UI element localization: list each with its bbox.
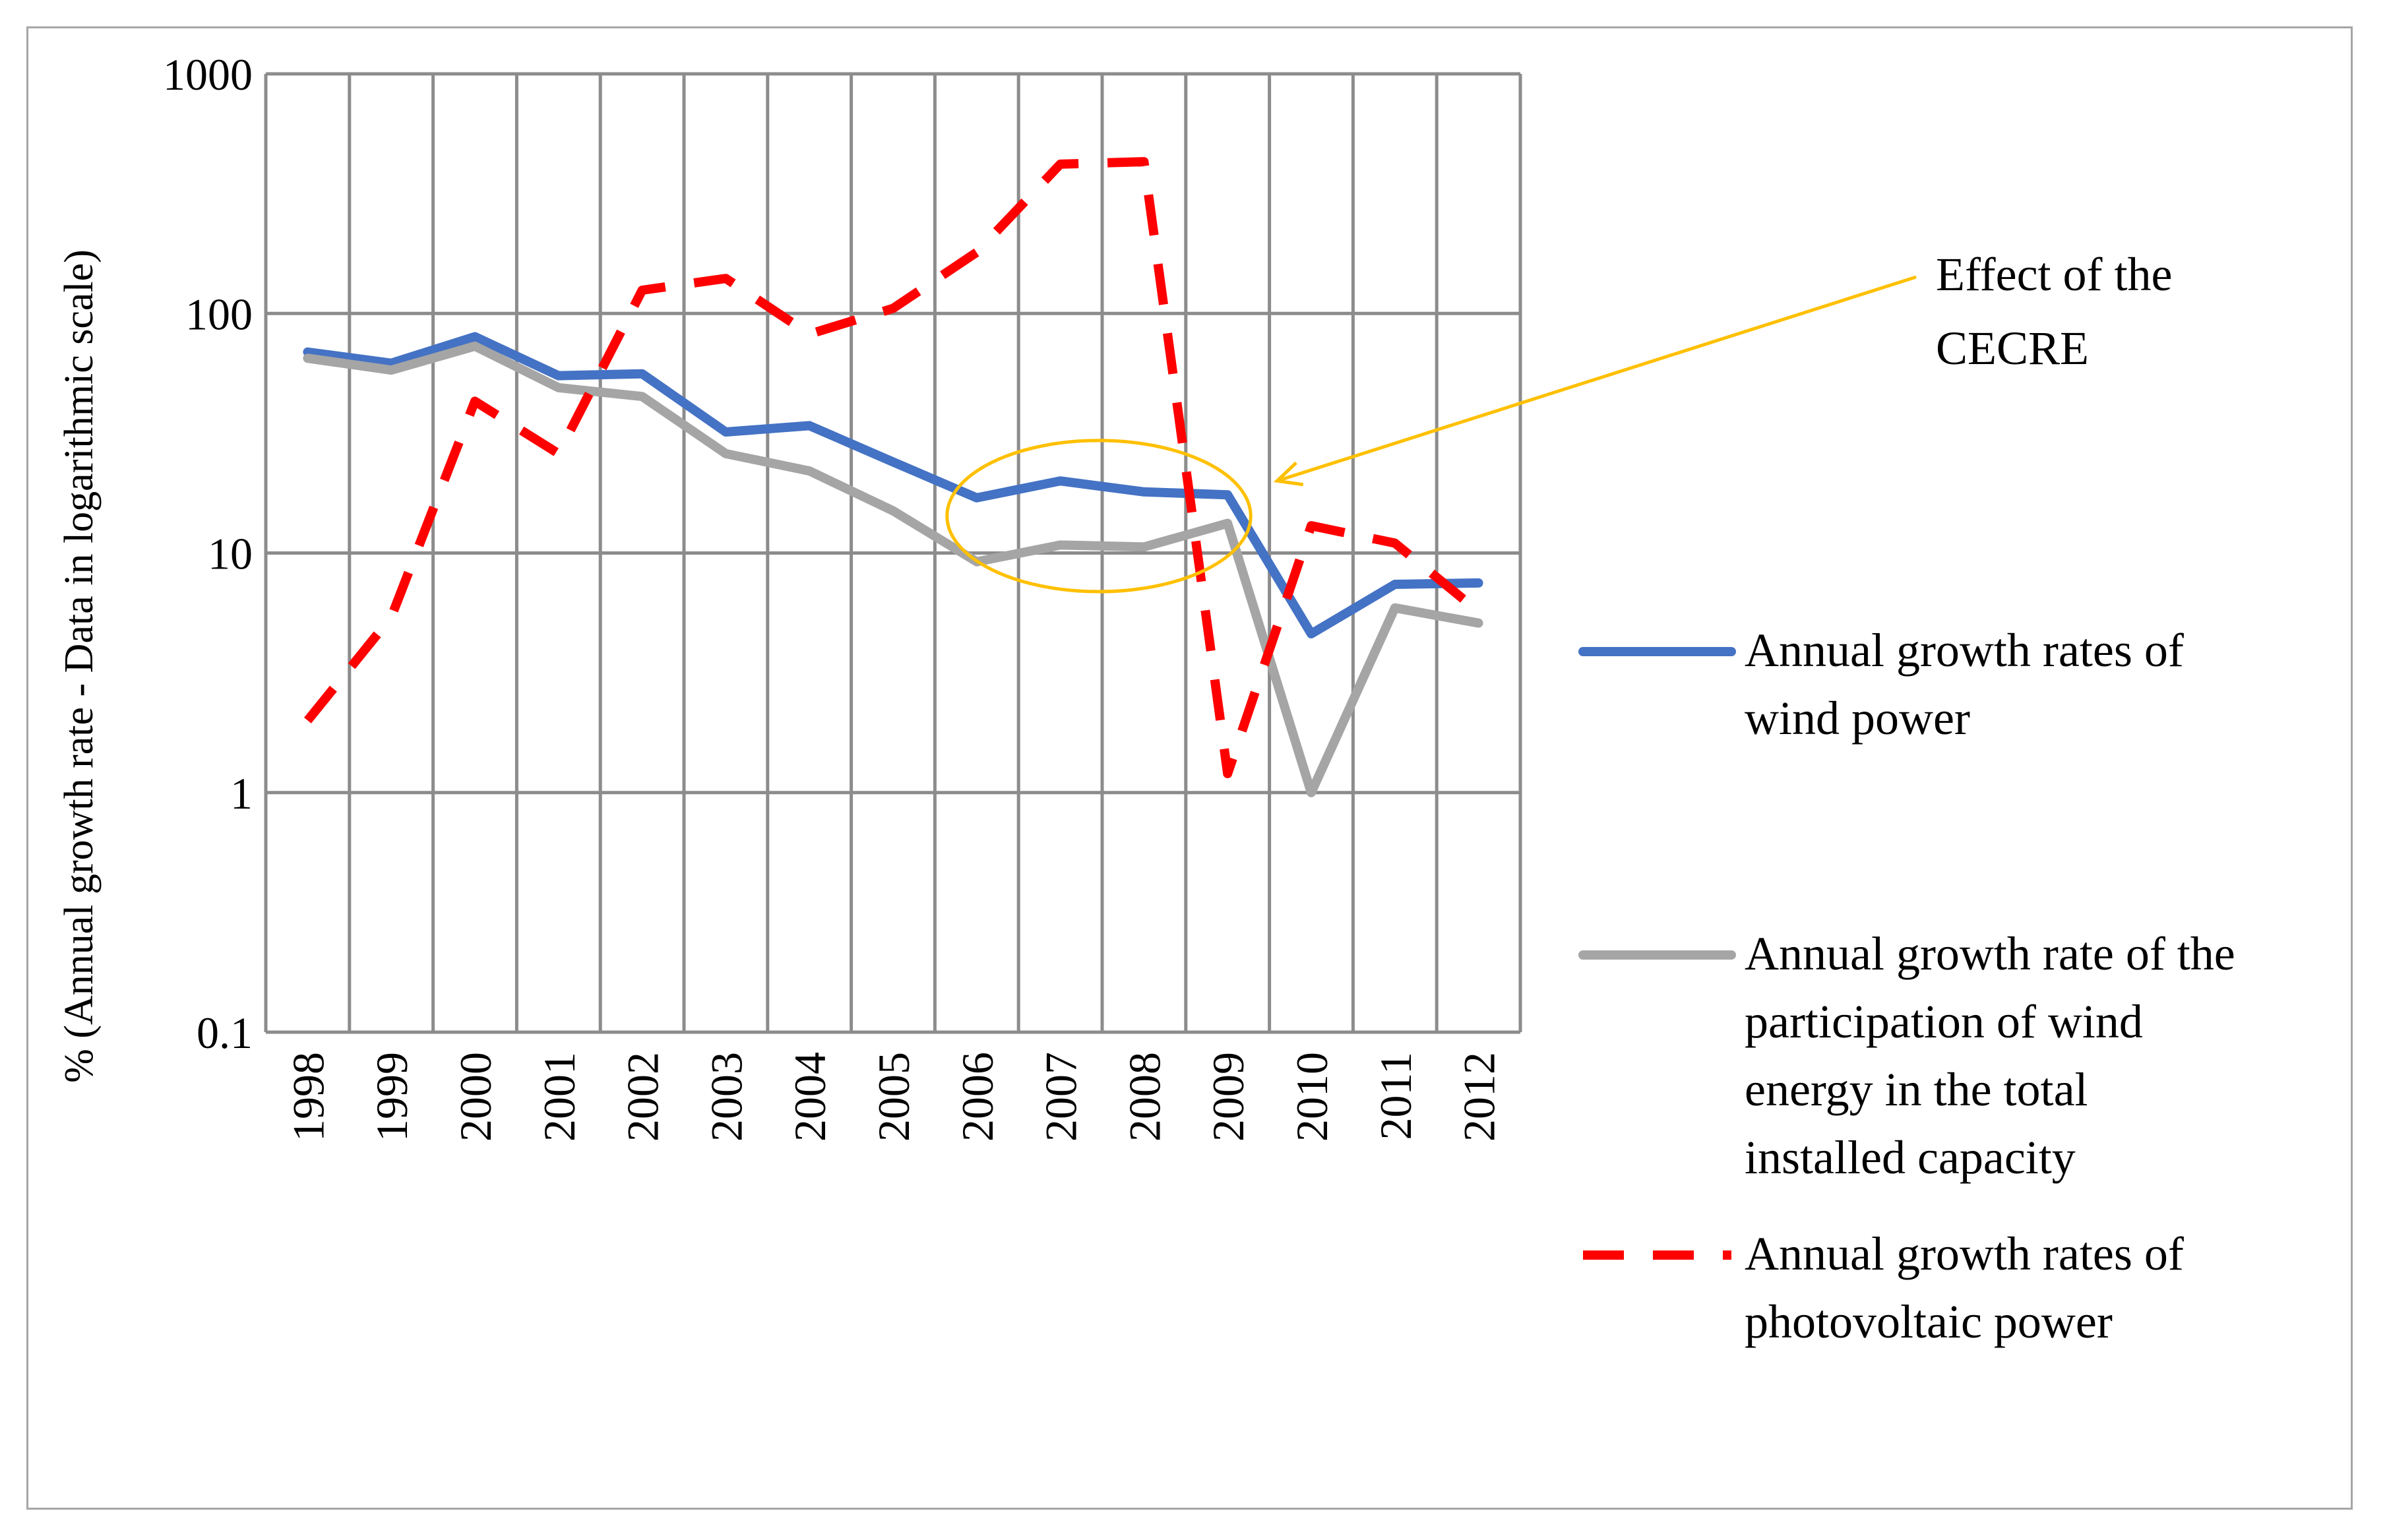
legend-label-photovoltaic: photovoltaic power [1745, 1295, 2113, 1348]
data-point-wind [473, 334, 477, 338]
data-point-wind [807, 423, 811, 427]
data-point-photovoltaic [1142, 160, 1146, 164]
data-point-photovoltaic [807, 332, 811, 336]
x-tick-label: 2011 [1371, 1052, 1421, 1140]
chart-frame [26, 26, 2353, 1510]
data-point-photovoltaic [557, 452, 561, 456]
y-tick-label: 1000 [163, 49, 253, 100]
x-tick-label: 2007 [1036, 1052, 1086, 1142]
legend-label-participation: participation of wind [1745, 995, 2143, 1048]
data-point-photovoltaic [975, 251, 979, 255]
data-point-wind [975, 496, 979, 500]
data-point-participation [1226, 522, 1229, 526]
x-tick-label: 2002 [618, 1052, 668, 1142]
x-tick-label: 2001 [534, 1052, 584, 1142]
legend-label-participation: installed capacity [1745, 1131, 2076, 1184]
data-point-participation [473, 344, 477, 348]
data-point-photovoltaic [1393, 541, 1397, 545]
y-tick-label: 1 [230, 768, 253, 818]
data-point-wind [1226, 493, 1229, 497]
data-point-wind [724, 430, 728, 434]
x-tick-label: 2003 [701, 1052, 751, 1142]
data-point-participation [1142, 545, 1146, 549]
data-point-wind [1059, 479, 1063, 483]
data-point-participation [807, 469, 811, 473]
x-tick-label: 2009 [1203, 1052, 1253, 1142]
data-point-photovoltaic [1309, 524, 1313, 528]
x-tick-label: 2005 [869, 1052, 919, 1142]
y-tick-labels: 0.1 1 10 100 1000 [163, 49, 253, 1058]
series-line-participation [303, 341, 1483, 797]
series-line-photovoltaic [303, 157, 1482, 778]
data-point-photovoltaic [1477, 609, 1481, 613]
data-point-photovoltaic [389, 615, 393, 619]
legend-label-participation: energy in the total [1745, 1063, 2088, 1116]
data-point-photovoltaic [1226, 772, 1229, 776]
data-point-wind [1142, 490, 1146, 494]
data-point-participation [1393, 606, 1397, 610]
x-tick-label: 2006 [952, 1052, 1003, 1142]
data-point-wind [1477, 581, 1481, 585]
data-point-wind [557, 374, 561, 378]
legend-label-wind: wind power [1745, 692, 1970, 745]
x-tick-labels: 1998 1999 2000 2001 2002 2003 2004 2005 2006 2007… [283, 1052, 1504, 1142]
data-point-participation [891, 509, 895, 513]
legend: Annual growth rates of wind power Annual g… [1578, 624, 2235, 1348]
data-point-wind [1309, 632, 1313, 636]
x-tick-label: 2012 [1454, 1052, 1505, 1142]
x-tick-label: 2000 [450, 1052, 501, 1142]
data-point-wind [1393, 582, 1397, 586]
x-tick-label: 2008 [1119, 1052, 1169, 1142]
data-point-wind [640, 372, 644, 376]
data-point-participation [389, 368, 393, 372]
data-point-photovoltaic [724, 276, 728, 280]
y-tick-label: 100 [185, 289, 253, 339]
x-tick-label: 2010 [1287, 1052, 1337, 1142]
legend-label-wind: Annual growth rates of [1745, 624, 2184, 677]
x-tick-label: 1998 [283, 1052, 333, 1142]
annotation-ellipse [945, 439, 1253, 594]
data-point-photovoltaic [891, 307, 895, 311]
annotation-text: CECRE [1936, 322, 2089, 375]
annotation-arrow-head [1273, 461, 1304, 487]
x-tick-label: 2004 [785, 1052, 835, 1142]
annotation-text: Effect of the [1936, 248, 2173, 301]
data-point-participation [1059, 543, 1063, 547]
y-tick-label: 10 [208, 529, 253, 579]
data-point-wind [891, 460, 895, 464]
legend-label-participation: Annual growth rate of the [1745, 927, 2235, 980]
data-point-participation [724, 452, 728, 456]
data-point-photovoltaic [1059, 162, 1063, 166]
data-point-photovoltaic [305, 718, 309, 722]
x-tick-label: 1999 [367, 1052, 417, 1142]
data-point-participation [1477, 621, 1481, 625]
data-point-photovoltaic [640, 288, 644, 292]
series-line-wind [303, 332, 1483, 638]
legend-label-photovoltaic: Annual growth rates of [1745, 1227, 2184, 1280]
data-point-wind [389, 361, 393, 365]
data-point-participation [557, 386, 561, 390]
data-point-participation [305, 356, 309, 360]
data-point-wind [305, 350, 309, 354]
annotation-effect-of-cecre: Effect of the CECRE [945, 248, 2173, 594]
data-point-participation [1309, 791, 1313, 795]
data-point-photovoltaic [473, 399, 477, 403]
annotation-arrow-line [1276, 275, 1917, 483]
y-axis-label: % (Annual growth rate - Data in logarith… [57, 249, 102, 1083]
series-lines [303, 157, 1483, 797]
grid-lines [264, 72, 1522, 1034]
y-tick-label: 0.1 [197, 1008, 253, 1058]
data-point-participation [640, 394, 644, 398]
